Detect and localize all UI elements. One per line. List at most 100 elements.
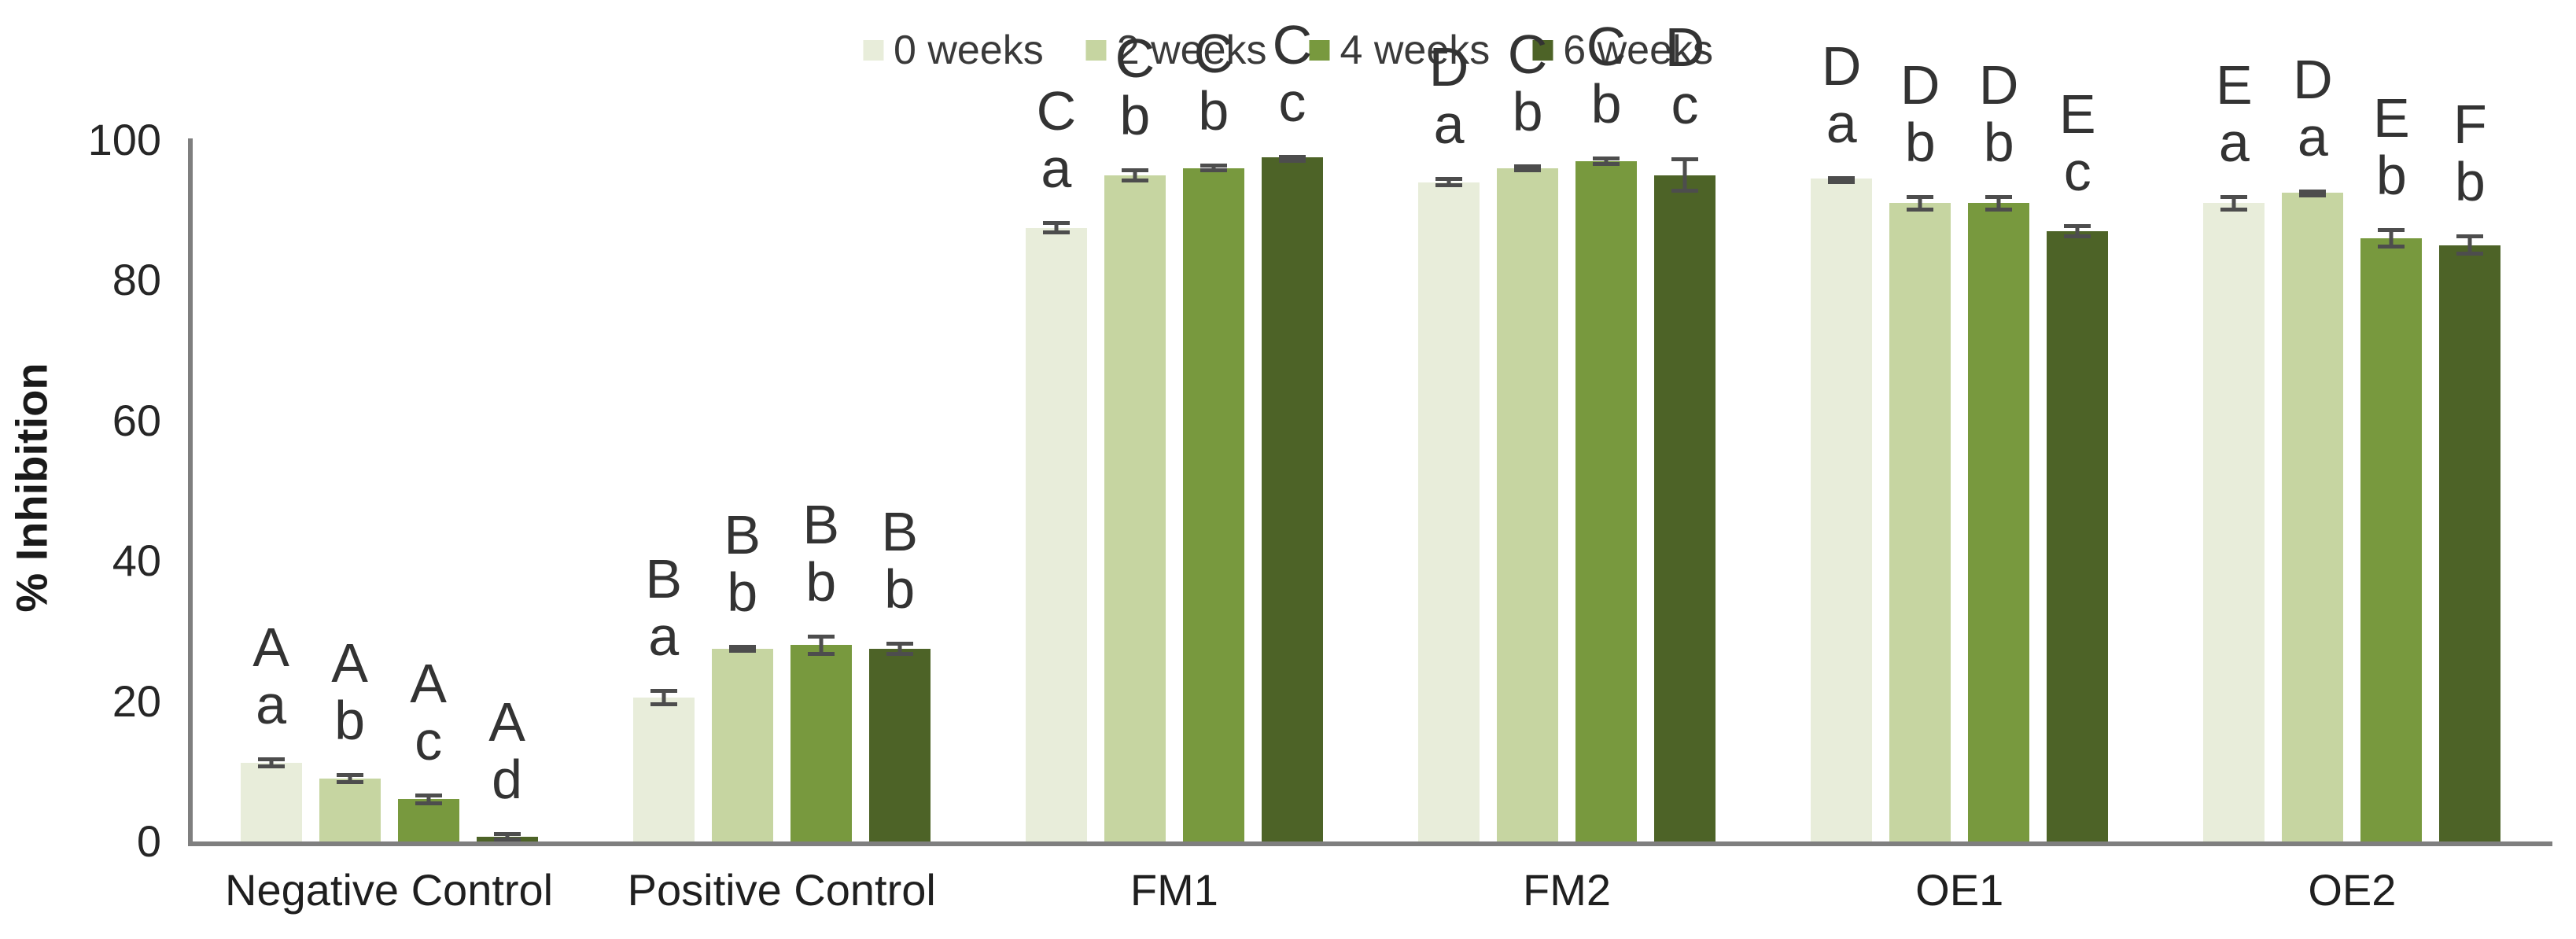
error-bar [2378, 227, 2405, 249]
error-bar [1435, 177, 1463, 187]
error-bar [807, 634, 835, 656]
significance-letter-lower: a [1826, 92, 1857, 154]
error-bar [336, 772, 363, 784]
significance-letter-lower: b [884, 558, 916, 620]
error-bar [1200, 164, 1227, 173]
x-category-label: FM1 [1130, 865, 1218, 915]
significance-letter-upper: F [2453, 94, 2487, 156]
significance-letter-upper: E [2058, 83, 2096, 145]
significance-letter-upper: D [1664, 17, 1705, 79]
error-bar [1278, 154, 1306, 163]
significance-letter-upper: E [2216, 53, 2253, 116]
error-bar [2220, 194, 2248, 212]
significance-letter-lower: b [1590, 72, 1622, 134]
x-axis-line [188, 841, 2552, 846]
significance-letter-upper: A [331, 632, 368, 694]
significance-letter-upper: D [1900, 53, 1940, 116]
significance-letter-upper: D [2293, 49, 2333, 111]
significance-letter-lower: c [2063, 141, 2091, 203]
x-category-label: Negative Control [225, 865, 554, 915]
y-tick-label: 40 [112, 536, 161, 586]
significance-letter-upper: D [1428, 36, 1469, 98]
significance-letter-lower: b [1119, 84, 1151, 146]
x-category-label: FM2 [1523, 865, 1612, 915]
legend-swatch-icon [862, 40, 883, 61]
legend-item: 4 weeks [1309, 27, 1490, 74]
significance-letter-lower: b [805, 551, 837, 613]
y-axis-line [188, 138, 193, 846]
error-bar [1671, 157, 1699, 193]
significance-letter-lower: a [2218, 111, 2250, 173]
significance-letter-upper: C [1586, 15, 1627, 77]
significance-letter-upper: B [802, 493, 840, 555]
significance-letter-upper: A [410, 653, 447, 715]
error-bar [2064, 224, 2091, 238]
significance-letter-lower: c [1671, 74, 1699, 136]
legend-label: 6 weeks [1563, 28, 1714, 73]
error-bar [650, 689, 677, 706]
error-bar [2299, 190, 2327, 198]
error-bar [1907, 194, 1934, 212]
y-tick-label: 20 [112, 676, 161, 726]
error-bar [1514, 164, 1542, 173]
error-bar [257, 757, 285, 769]
significance-letter-lower: b [2454, 151, 2486, 213]
significance-letter-upper: E [2373, 87, 2410, 149]
significance-letter-upper: B [724, 504, 761, 566]
legend-label: 2 weeks [1116, 28, 1267, 73]
y-axis-tick-labels: 0 20 40 60 80 100 [0, 118, 161, 864]
significance-letter-upper: C [1272, 13, 1313, 75]
y-tick-label: 0 [136, 816, 161, 866]
error-bar [493, 831, 521, 842]
significance-letter-upper: A [488, 690, 525, 753]
legend: 0 weeks 2 weeks 4 weeks 6 weeks [862, 27, 1714, 74]
legend-item: 2 weeks [1085, 27, 1267, 74]
legend-swatch-icon [1309, 40, 1330, 61]
significance-letter-lower: a [1433, 94, 1465, 156]
significance-letter-lower: a [256, 673, 287, 735]
significance-letter-lower: b [1512, 81, 1543, 143]
significance-letter-lower: c [415, 710, 443, 772]
significance-letter-lower: d [492, 748, 523, 810]
error-bar [1828, 175, 1856, 184]
